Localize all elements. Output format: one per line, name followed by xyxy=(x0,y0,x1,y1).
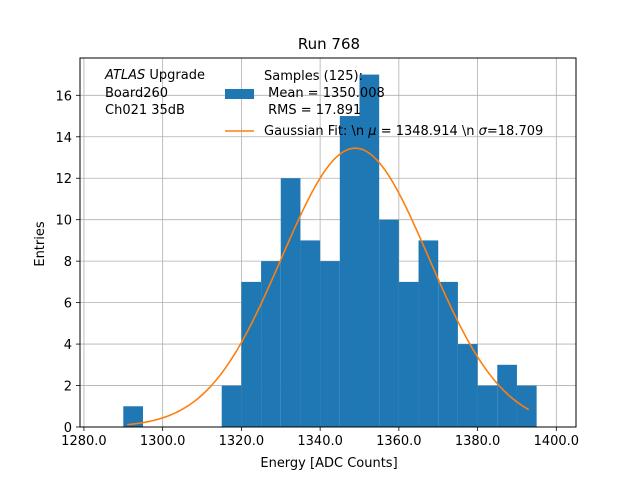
x-tick-label-6: 1400.0 xyxy=(534,434,580,449)
atlas-annotation: ATLAS Upgrade Board260 Ch021 35dB xyxy=(104,68,205,118)
histogram-bar-10 xyxy=(320,261,340,427)
annotation-line-1: Board260 xyxy=(105,86,168,101)
legend-fit-label: Gaussian Fit: \n μ = 1348.914 \n σ=18.70… xyxy=(264,124,543,139)
legend-fit-suffix: =18.709 xyxy=(487,124,543,139)
y-axis-ticks: 0 2 4 6 8 10 12 14 16 xyxy=(55,89,80,436)
legend-fit-sigma: σ xyxy=(479,124,488,139)
y-tick-label-0: 0 xyxy=(64,421,72,436)
gaussian-fit-line xyxy=(127,147,530,426)
legend-fit-prefix: Gaussian Fit: \n xyxy=(264,124,368,139)
histogram-bar-11 xyxy=(339,116,360,427)
histogram-bar-20 xyxy=(516,385,537,427)
y-tick-label-2: 4 xyxy=(64,338,72,353)
histogram-bar-15 xyxy=(418,240,439,427)
histogram-bar-19 xyxy=(497,364,517,427)
x-axis-ticks: 1280.0 1300.0 1320.0 1340.0 1360.0 1380.0 1400… xyxy=(61,427,579,449)
y-tick-label-4: 8 xyxy=(64,255,72,270)
y-axis-label: Entries xyxy=(33,221,48,267)
x-tick-label-3: 1340.0 xyxy=(297,434,343,449)
histogram-bar-12 xyxy=(359,74,380,428)
legend-histogram-label: Samples (125): Mean = 1350.008 RMS = 17.… xyxy=(264,69,389,118)
y-tick-label-3: 6 xyxy=(64,297,72,312)
y-tick-label-7: 14 xyxy=(55,131,72,146)
x-axis-label: Energy [ADC Counts] xyxy=(260,456,397,471)
y-tick-label-1: 2 xyxy=(64,380,72,395)
histogram-bar-9 xyxy=(300,240,321,427)
legend-histogram-swatch xyxy=(225,89,254,99)
x-tick-label-0: 1280.0 xyxy=(61,434,107,449)
plot-frame xyxy=(79,57,577,428)
histogram-bar-8 xyxy=(280,178,301,427)
histogram-bar-13 xyxy=(379,219,399,427)
x-tick-label-5: 1380.0 xyxy=(455,434,501,449)
legend-hist-line-1: Samples (125): xyxy=(264,69,363,84)
legend-fit-mid: = 1348.914 \n xyxy=(377,124,479,139)
x-tick-label-2: 1320.0 xyxy=(219,434,265,449)
annotation-line-2: Ch021 35dB xyxy=(105,103,185,118)
annotation-line-0: ATLAS Upgrade xyxy=(104,68,205,83)
annotation-italic-0: ATLAS xyxy=(104,68,145,83)
chart-title: Run 768 xyxy=(298,35,360,53)
histogram-bar-6 xyxy=(241,281,262,427)
x-tick-label-1: 1300.0 xyxy=(140,434,186,449)
x-tick-label-4: 1360.0 xyxy=(376,434,422,449)
annotation-text-2: Ch021 35dB xyxy=(105,103,185,118)
legend-hist-line-3: RMS = 17.891 xyxy=(264,103,361,118)
annotation-text-1: Board260 xyxy=(105,86,168,101)
histogram-bars xyxy=(123,74,537,428)
y-tick-label-8: 16 xyxy=(55,89,72,104)
histogram-bar-17 xyxy=(457,344,478,427)
legend: Samples (125): Mean = 1350.008 RMS = 17.… xyxy=(225,69,543,139)
histogram-bar-14 xyxy=(398,281,419,427)
histogram-bar-7 xyxy=(261,261,281,427)
y-tick-label-5: 10 xyxy=(55,214,72,229)
legend-hist-line-2: Mean = 1350.008 xyxy=(264,86,385,101)
grid-lines xyxy=(80,58,576,428)
y-tick-label-6: 12 xyxy=(55,172,72,187)
histogram-bar-0 xyxy=(123,406,143,427)
histogram-bar-18 xyxy=(477,385,498,427)
histogram-bar-16 xyxy=(438,281,458,427)
legend-fit-mu: μ xyxy=(367,124,376,139)
histogram-bar-5 xyxy=(221,385,242,427)
annotation-text-0: Upgrade xyxy=(145,68,205,83)
